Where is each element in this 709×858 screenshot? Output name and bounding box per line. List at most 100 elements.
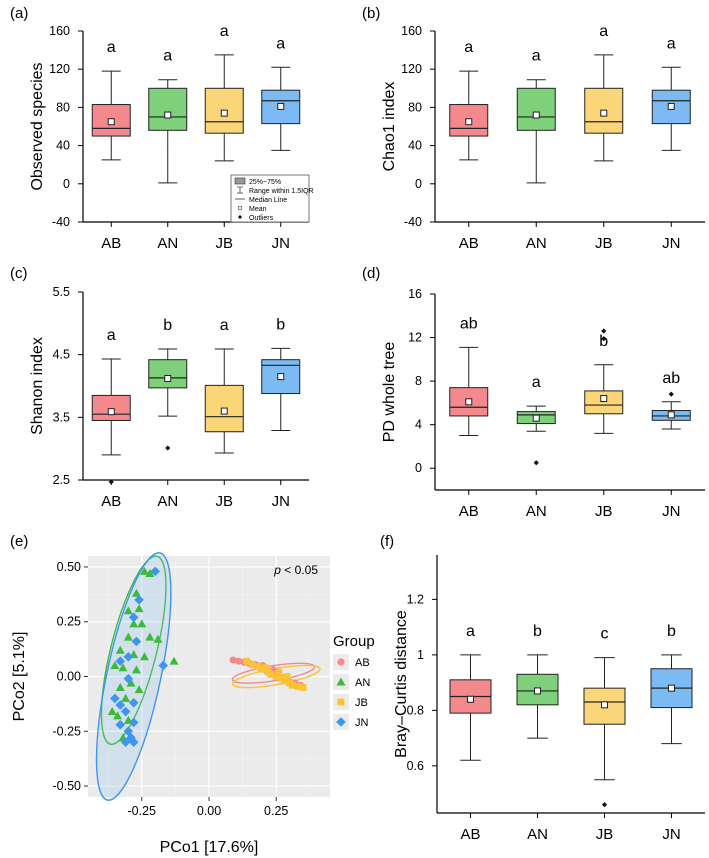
x-tick-label: JN (272, 235, 290, 252)
significance-letter: b (163, 317, 172, 334)
boxplot-panel-2: (c) 2.5 3.5 4.5 5.5 Shanon index AB AN JB JN a b a b (10, 265, 309, 510)
legend-item-label: Median Line (249, 197, 287, 204)
box-JB: a (204, 317, 244, 454)
data-point (123, 726, 134, 737)
outlier-point (601, 336, 607, 342)
mean-marker (467, 695, 474, 703)
data-point (137, 619, 147, 628)
mean-marker (107, 118, 115, 126)
x-tick-label: AB (459, 235, 479, 252)
y-tick-label: 0 (63, 177, 70, 191)
significance-letter: a (532, 374, 541, 391)
boxplot-panel-1: (b) -40 0 40 80 120 160 Chao1 index AB AN JB JN a a a a (362, 5, 705, 252)
outlier-point (533, 460, 539, 466)
y-tick-label: 80 (56, 100, 70, 114)
mean-marker (220, 407, 228, 415)
data-point (115, 645, 125, 654)
y-tick-label: 160 (49, 24, 70, 38)
legend-item-label: Range within 1.5IQR (249, 188, 314, 195)
x-tick-label: AB (459, 503, 479, 520)
mean-marker (220, 109, 228, 117)
panel-label: (f) (380, 533, 394, 550)
significance-letter: a (464, 39, 473, 56)
data-point (158, 660, 169, 671)
data-point (120, 737, 131, 748)
box-AN: b (516, 623, 559, 739)
box-JN: b (261, 316, 301, 431)
significance-letter: b (276, 316, 285, 333)
box-JN: b (650, 623, 693, 745)
data-point (169, 656, 179, 665)
legend-swatch-mean (238, 206, 242, 210)
legend-marker (337, 698, 345, 706)
legend-marker (336, 717, 346, 727)
confidence-ellipse-AB (231, 662, 316, 684)
y-tick-label: 80 (408, 100, 422, 114)
x-tick-label: JB (595, 503, 613, 520)
y-tick-label: 16 (408, 287, 422, 301)
data-point (267, 670, 275, 678)
legend-swatch-box (234, 177, 246, 185)
significance-letter: a (107, 327, 116, 344)
box-AN: a (148, 48, 188, 184)
data-point (150, 566, 161, 577)
mean-marker (532, 111, 540, 119)
data-point (123, 651, 134, 662)
box-JB: a (204, 23, 244, 162)
y-tick-label: 160 (401, 24, 422, 38)
y-axis-label: PCo2 [5.1%] (11, 632, 28, 722)
panel-label: (e) (10, 533, 28, 550)
y-tick-label: -0.50 (53, 779, 82, 793)
data-point (107, 707, 117, 716)
x-tick-label: JN (272, 493, 290, 510)
box-JN: ab (651, 370, 691, 430)
y-axis-label: Observed species (29, 62, 46, 190)
data-point (134, 685, 144, 694)
data-point (126, 733, 136, 743)
legend-marker (336, 677, 346, 686)
data-point (110, 661, 120, 670)
data-point (128, 717, 139, 728)
legend-swatch-outlier (238, 215, 242, 219)
legend-marker (337, 658, 345, 666)
data-point (272, 673, 280, 680)
box-JN: a (261, 35, 301, 151)
y-tick-label: 4.5 (53, 348, 70, 362)
mean-marker (600, 395, 608, 403)
y-tick-label: 1.2 (407, 592, 424, 606)
outlier-point (601, 802, 608, 808)
y-tick-label: 2.5 (53, 473, 70, 487)
significance-letter: a (667, 35, 676, 52)
data-point (118, 663, 128, 672)
y-tick-label: 5.5 (53, 285, 70, 299)
data-point (243, 657, 251, 665)
mean-marker (277, 102, 285, 110)
x-tick-label: AN (527, 826, 548, 843)
data-point (145, 569, 155, 578)
legend-item-label: 25%~75% (249, 179, 281, 186)
data-point (131, 665, 141, 674)
y-tick-label: 120 (401, 62, 422, 76)
x-tick-label: -0.25 (128, 804, 157, 818)
p-value-annotation: p < 0.05 (273, 563, 318, 577)
x-tick-label: 0.00 (197, 804, 221, 818)
data-point (254, 663, 261, 671)
y-tick-label: 0.25 (57, 615, 81, 629)
x-tick-label: JN (662, 826, 680, 843)
significance-letter: a (466, 623, 475, 640)
panel-label: (c) (10, 265, 28, 282)
x-tick-label: AB (101, 235, 121, 252)
data-point (134, 604, 144, 613)
box-AB: a (449, 623, 492, 761)
significance-letter: b (533, 623, 542, 640)
data-point (121, 693, 131, 702)
mean-marker (668, 684, 675, 692)
box-iqr (148, 359, 188, 389)
data-point (113, 711, 123, 720)
box-JN: a (651, 35, 691, 151)
pcoa-panel: (e) -0.25 0.00 0.25 -0.50 -0.25 0.00 0.25 0.50 PC… (10, 533, 375, 856)
confidence-ellipse-JN (95, 552, 172, 801)
mean-marker (601, 701, 608, 709)
